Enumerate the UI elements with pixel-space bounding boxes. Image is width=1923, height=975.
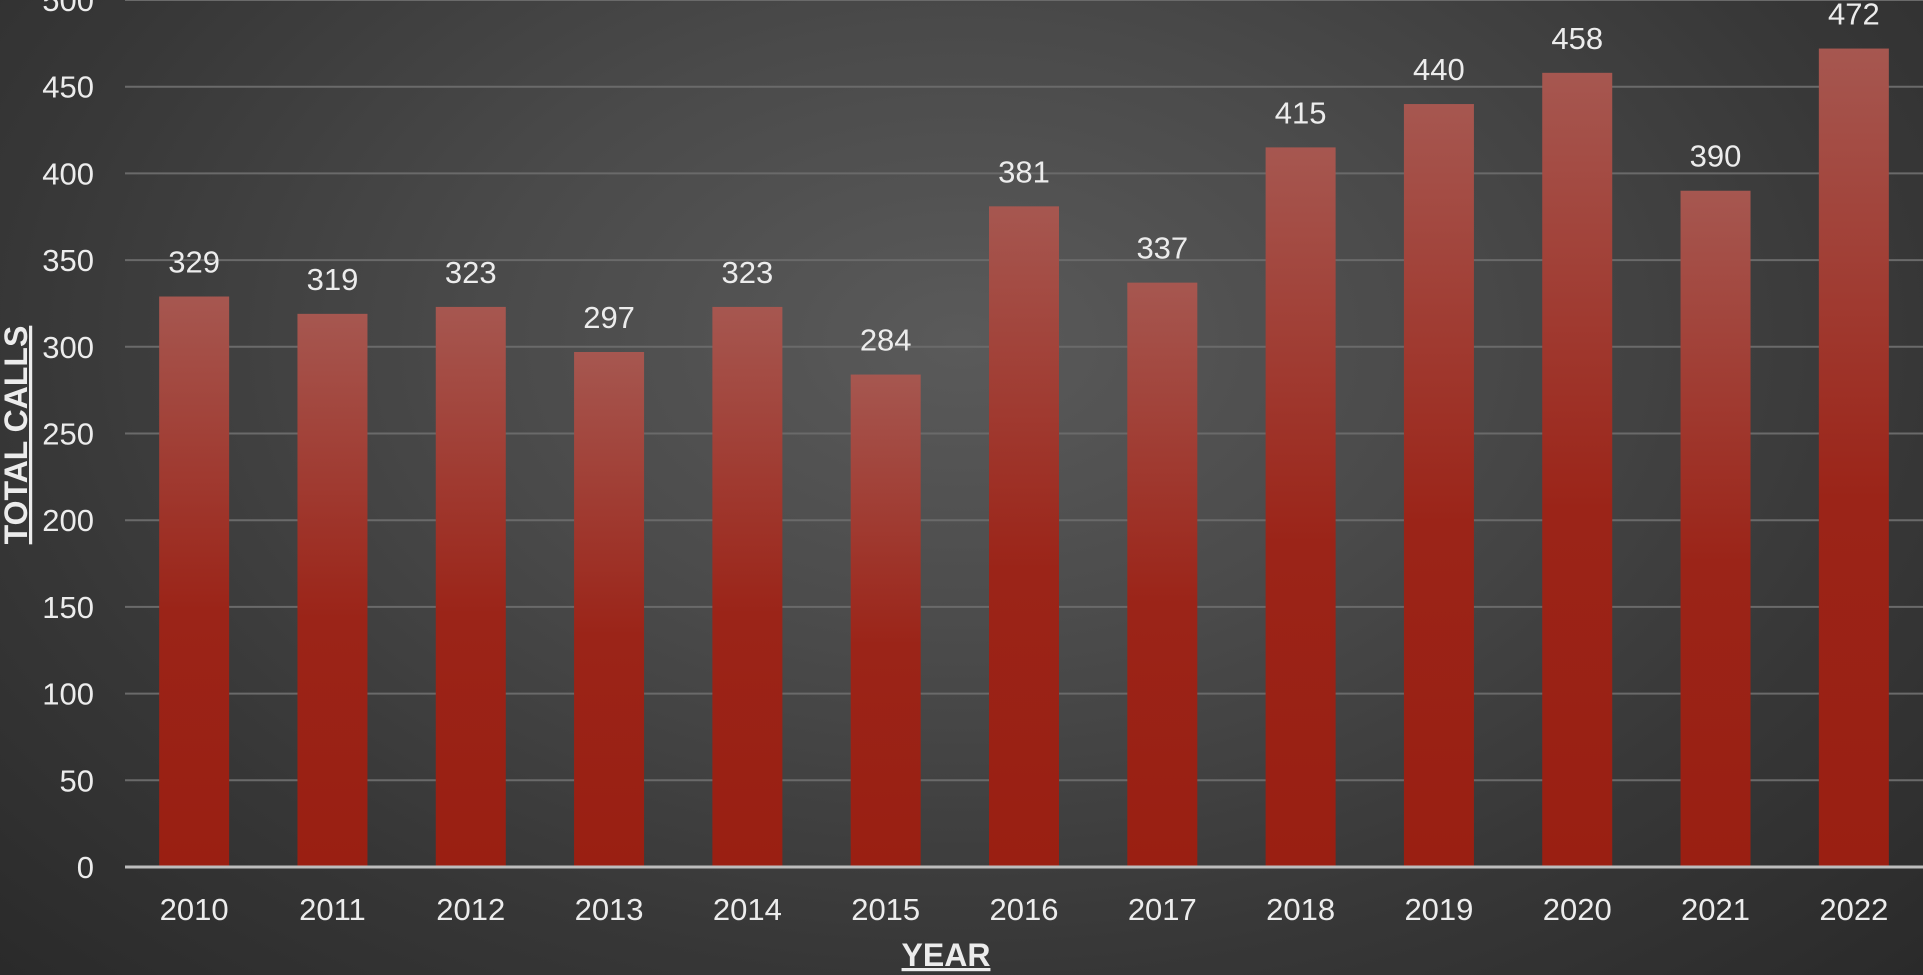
y-tick-label: 450	[42, 70, 94, 105]
data-label-2021: 390	[1690, 139, 1742, 174]
x-tick-label: 2021	[1681, 892, 1750, 927]
x-tick-label: 2015	[851, 892, 920, 927]
data-labels: 329 319 323 297 323 284 381 337 415 440 458 390 472	[168, 0, 1879, 358]
x-tick-label: 2013	[575, 892, 644, 927]
y-tick-label: 400	[42, 156, 94, 191]
bar-2022	[1818, 48, 1889, 867]
y-tick-label: 150	[42, 590, 94, 625]
data-label-2019: 440	[1413, 52, 1465, 87]
bar-2010	[159, 296, 230, 867]
bar-2021	[1680, 190, 1751, 868]
y-axis-title: TOTAL CALLS	[0, 326, 34, 545]
data-label-2014: 323	[722, 255, 774, 290]
data-label-2015: 284	[860, 323, 912, 358]
y-tick-label: 300	[42, 330, 94, 365]
x-axis-title: YEAR	[902, 937, 991, 973]
y-tick-label: 500	[42, 0, 94, 18]
y-tick-label: 100	[42, 677, 94, 712]
y-tick-label: 200	[42, 503, 94, 538]
bars	[159, 48, 1889, 868]
x-tick-label: 2012	[436, 892, 505, 927]
data-label-2011: 319	[307, 262, 359, 297]
y-tick-label: 0	[77, 850, 94, 885]
bar-2020	[1542, 72, 1613, 867]
data-label-2013: 297	[583, 300, 635, 335]
bar-2016	[989, 206, 1059, 867]
bar-2014	[712, 306, 783, 868]
bar-2012	[435, 306, 506, 868]
bar-2017	[1127, 282, 1198, 868]
y-tick-label: 50	[60, 763, 94, 798]
data-label-2017: 337	[1136, 231, 1188, 266]
data-label-2012: 323	[445, 255, 497, 290]
bar-2015	[850, 374, 921, 867]
x-tick-label: 2016	[990, 892, 1059, 927]
data-label-2016: 381	[998, 154, 1050, 189]
x-axis-ticks: 2010 2011 2012 2013 2014 2015 2016 2017 2018 2019…	[160, 892, 1889, 927]
bar-2019	[1403, 104, 1474, 868]
x-tick-label: 2019	[1404, 892, 1473, 927]
x-tick-label: 2017	[1128, 892, 1197, 927]
bar-2013	[574, 352, 645, 867]
data-label-2022: 472	[1828, 0, 1880, 32]
x-tick-label: 2010	[160, 892, 229, 927]
x-tick-label: 2022	[1819, 892, 1888, 927]
bar-2011	[297, 313, 368, 867]
y-tick-label: 250	[42, 417, 94, 452]
data-label-2018: 415	[1275, 95, 1327, 130]
data-label-2020: 458	[1551, 21, 1603, 56]
x-tick-label: 2011	[299, 892, 366, 927]
x-tick-label: 2020	[1543, 892, 1612, 927]
y-tick-label: 350	[42, 243, 94, 278]
x-tick-label: 2018	[1266, 892, 1335, 927]
data-label-2010: 329	[168, 245, 220, 280]
x-tick-label: 2014	[713, 892, 782, 927]
y-axis-ticks: 0 50 100 150 200 250 300 350 400 450 500	[42, 0, 94, 885]
bar-2018	[1265, 147, 1336, 867]
